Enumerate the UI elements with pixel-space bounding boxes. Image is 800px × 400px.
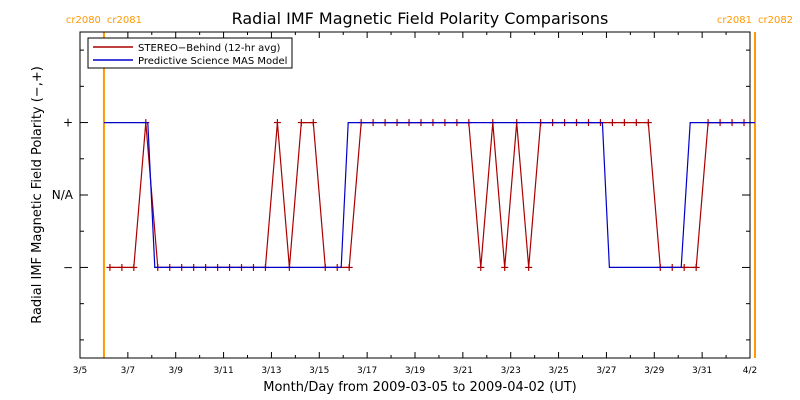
y-tick-label: +	[63, 116, 73, 130]
rotation-label-after: cr2081	[107, 15, 142, 26]
data-point-marker	[345, 263, 353, 271]
x-tick-label: 3/27	[596, 366, 616, 376]
data-point-marker	[273, 119, 281, 127]
x-tick-label: 3/23	[501, 366, 521, 376]
x-tick-label: 3/9	[168, 366, 183, 376]
y-tick-label: N/A	[52, 188, 74, 202]
data-point-marker	[525, 263, 533, 271]
data-point-marker	[106, 263, 114, 271]
x-tick-label: 3/25	[548, 366, 568, 376]
legend-label-stereo: STEREO−Behind (12-hr avg)	[138, 43, 281, 54]
x-axis-label: Month/Day from 2009-03-05 to 2009-04-02 …	[263, 380, 576, 395]
x-tick-label: 3/29	[644, 366, 664, 376]
plot-frame	[79, 31, 751, 359]
series-layer	[103, 119, 755, 271]
data-point-marker	[477, 263, 485, 271]
x-tick-label: 4/2	[743, 366, 757, 376]
data-point-marker	[692, 263, 700, 271]
data-point-marker	[130, 263, 138, 271]
data-point-marker	[680, 263, 688, 271]
label-layer: 3/5 3/7 3/9 3/11 3/13 3/15 3/17 3/19 3/21 3/23 3/2…	[52, 15, 793, 376]
data-point-marker	[608, 119, 616, 127]
data-point-marker	[118, 263, 126, 271]
data-point-marker	[632, 119, 640, 127]
data-point-marker	[501, 263, 509, 271]
x-tick-label: 3/5	[73, 366, 87, 376]
x-tick-label: 3/15	[309, 366, 329, 376]
rotation-label-after: cr2082	[758, 15, 793, 26]
data-point-marker	[620, 119, 628, 127]
data-point-marker	[309, 119, 317, 127]
legend: STEREO−Behind (12-hr avg) Predictive Sci…	[87, 37, 293, 69]
chart-title: Radial IMF Magnetic Field Polarity Compa…	[232, 9, 609, 28]
x-tick-label: 3/21	[453, 366, 473, 376]
tick-layer	[79, 32, 751, 358]
x-tick-label: 3/17	[357, 366, 377, 376]
x-tick-label: 3/31	[692, 366, 712, 376]
rotation-marker-layer	[102, 32, 756, 358]
x-tick-label: 3/19	[405, 366, 425, 376]
legend-label-mas-model: Predictive Science MAS Model	[138, 56, 287, 67]
data-point-marker	[644, 119, 652, 127]
series-line-1	[103, 121, 755, 268]
legend-box	[87, 37, 293, 69]
x-tick-label: 3/11	[213, 366, 233, 376]
series-line-0	[109, 121, 744, 268]
rotation-label-before: cr2080	[66, 15, 101, 26]
y-axis-label: Radial IMF Magnetic Field Polarity (−,+)	[30, 66, 45, 324]
x-tick-label: 3/13	[261, 366, 281, 376]
rotation-label-before: cr2081	[717, 15, 752, 26]
x-tick-label: 3/7	[121, 366, 135, 376]
y-tick-label: −	[63, 260, 73, 274]
data-point-marker	[297, 119, 305, 127]
